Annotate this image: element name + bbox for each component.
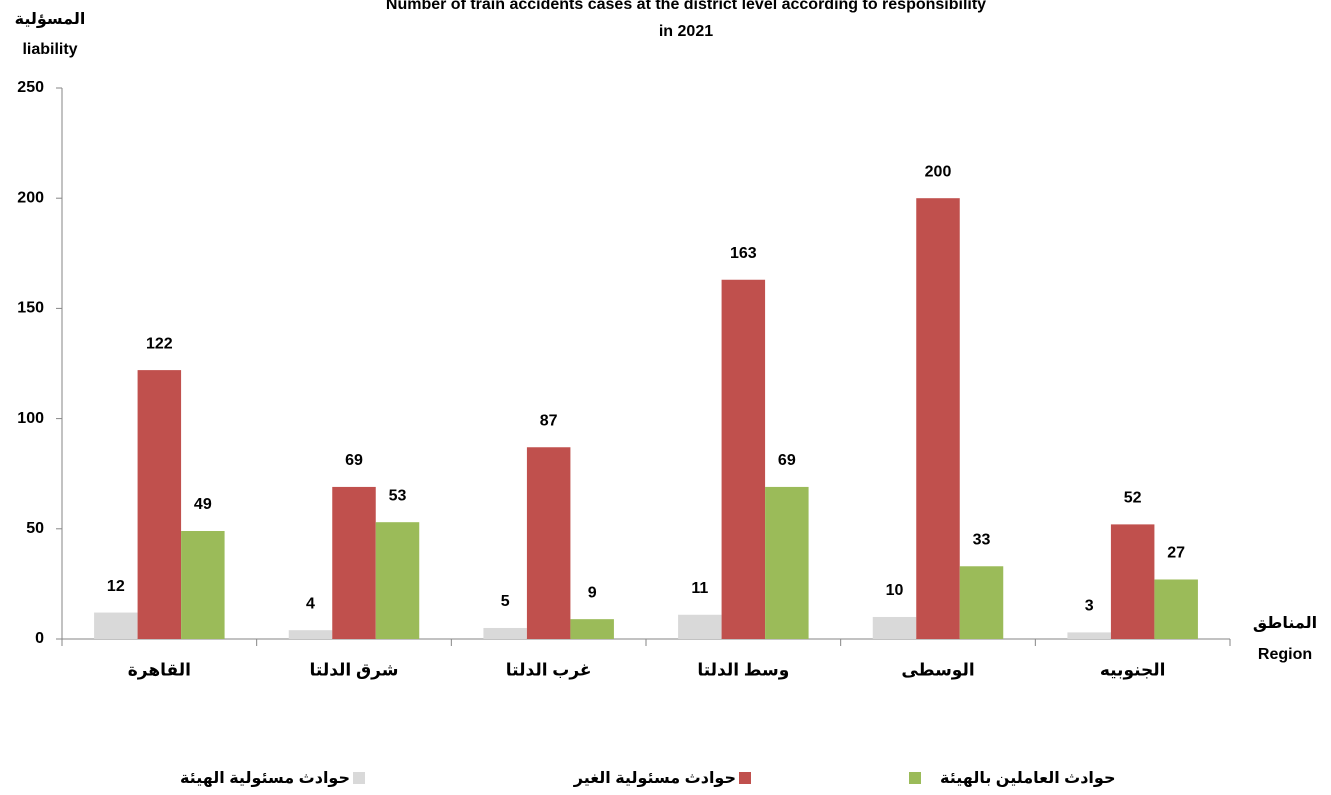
legend-label: حوادث مسئولية الهيئة: [180, 770, 350, 787]
data-label: 9: [588, 584, 597, 601]
data-label: 52: [1124, 490, 1142, 507]
x-tick-label: غرب الدلتا: [506, 660, 592, 680]
data-label: 3: [1085, 598, 1094, 615]
x-tick-label: وسط الدلتا: [697, 660, 789, 680]
bar: [375, 522, 420, 639]
bar: [526, 447, 571, 639]
y-tick-label: 100: [17, 410, 44, 427]
legend-label: حوادث العاملين بالهيئة: [940, 770, 1115, 787]
y-tick-label: 250: [17, 79, 44, 96]
legend-swatch: [909, 772, 921, 784]
data-label: 69: [345, 452, 363, 469]
data-label: 4: [306, 595, 315, 612]
bar: [288, 630, 333, 639]
data-label: 87: [540, 412, 558, 429]
bar: [721, 279, 766, 639]
bar: [1110, 524, 1155, 639]
y-axis-label: المسؤلية: [15, 11, 86, 28]
chart-title: in 2021: [659, 23, 713, 40]
data-label: 12: [107, 578, 125, 595]
x-tick-label: شرق الدلتا: [310, 660, 399, 680]
bar: [959, 566, 1004, 639]
chart-title: Number of train accidents cases at the d…: [386, 0, 986, 13]
x-axis-label: المناطق: [1253, 615, 1317, 632]
legend-swatch: [353, 772, 365, 784]
y-tick-label: 0: [35, 630, 44, 647]
data-label: 163: [730, 245, 757, 262]
bar: [872, 616, 917, 639]
bar: [678, 614, 722, 639]
data-label: 49: [194, 496, 212, 513]
data-label: 33: [973, 531, 991, 548]
bar: [1154, 579, 1198, 639]
y-axis-label: liability: [22, 41, 77, 58]
data-label: 122: [146, 335, 173, 352]
data-label: 27: [1167, 545, 1185, 562]
y-tick-label: 150: [17, 300, 44, 317]
legend-swatch: [739, 772, 751, 784]
y-tick-label: 200: [17, 189, 44, 206]
x-tick-label: الجنوبيه: [1100, 660, 1166, 680]
data-label: 69: [778, 452, 796, 469]
bar: [570, 619, 614, 639]
data-label: 10: [886, 582, 904, 599]
bar: [332, 486, 376, 639]
x-tick-label: القاهرة: [128, 660, 191, 680]
bar: [1067, 632, 1111, 639]
bar: [137, 370, 182, 639]
x-axis-label: Region: [1258, 646, 1312, 663]
y-tick-label: 50: [26, 520, 44, 537]
data-label: 53: [389, 487, 407, 504]
bar: [916, 198, 960, 639]
data-label: 200: [925, 163, 952, 180]
bar: [181, 531, 225, 639]
legend-label: حوادث مسئولية الغير: [573, 770, 736, 787]
x-tick-label: الوسطى: [901, 660, 974, 680]
bar: [483, 627, 527, 639]
data-label: 5: [501, 593, 510, 610]
data-label: 11: [691, 580, 708, 597]
bar: [765, 486, 809, 639]
bar: [94, 612, 138, 639]
